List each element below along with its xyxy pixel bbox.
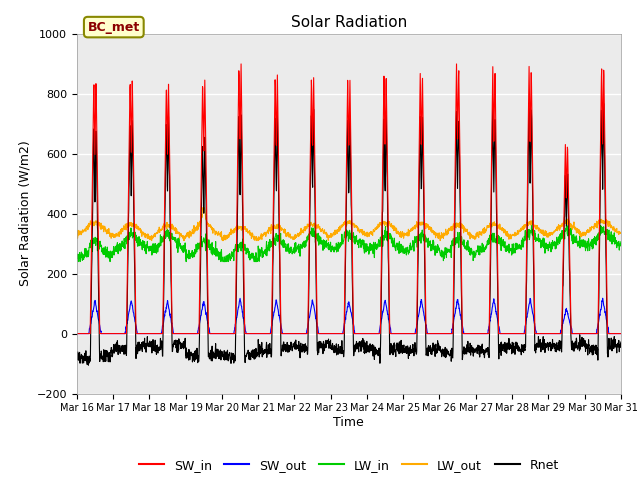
SW_in	[569, 331, 577, 336]
Line: LW_out: LW_out	[77, 207, 621, 240]
Line: SW_in: SW_in	[77, 64, 621, 334]
Line: Rnet: Rnet	[77, 103, 621, 365]
LW_in	[584, 243, 592, 249]
LW_out	[180, 238, 188, 243]
Rnet	[507, 342, 515, 348]
Rnet	[73, 349, 81, 355]
SW_in	[584, 331, 592, 336]
SW_in	[376, 326, 384, 332]
Rnet	[365, 346, 372, 351]
SW_in	[237, 61, 245, 67]
Rnet	[225, 351, 232, 357]
Line: SW_out: SW_out	[77, 298, 621, 334]
X-axis label: Time: Time	[333, 416, 364, 429]
LW_out	[199, 204, 207, 210]
SW_out	[617, 331, 625, 336]
Rnet	[617, 339, 625, 345]
LW_out	[570, 224, 577, 229]
SW_in	[225, 331, 232, 336]
LW_in	[570, 240, 577, 246]
LW_in	[225, 255, 232, 261]
Rnet	[376, 347, 384, 353]
LW_in	[365, 245, 372, 251]
Title: Solar Radiation: Solar Radiation	[291, 15, 407, 30]
Rnet	[84, 362, 92, 368]
SW_out	[569, 331, 577, 336]
SW_in	[617, 331, 625, 336]
LW_in	[376, 234, 384, 240]
LW_out	[508, 233, 515, 239]
SW_out	[365, 331, 372, 336]
Line: LW_in: LW_in	[77, 223, 621, 262]
LW_out	[365, 233, 372, 239]
SW_out	[376, 324, 384, 329]
LW_in	[74, 259, 82, 264]
LW_out	[73, 232, 81, 238]
Rnet	[570, 348, 577, 353]
SW_in	[507, 331, 515, 336]
LW_in	[617, 239, 625, 245]
SW_out	[584, 331, 591, 336]
SW_out	[599, 295, 607, 301]
Text: BC_met: BC_met	[88, 21, 140, 34]
Rnet	[525, 100, 533, 106]
Y-axis label: Solar Radiation (W/m2): Solar Radiation (W/m2)	[18, 141, 31, 287]
SW_in	[73, 331, 81, 336]
SW_out	[73, 331, 81, 336]
SW_out	[225, 331, 232, 336]
SW_in	[365, 331, 372, 336]
LW_in	[73, 251, 81, 257]
Rnet	[584, 345, 592, 350]
LW_out	[377, 221, 385, 227]
LW_out	[584, 229, 592, 235]
LW_out	[617, 230, 625, 236]
LW_in	[528, 220, 536, 226]
LW_in	[507, 248, 515, 253]
Legend: SW_in, SW_out, LW_in, LW_out, Rnet: SW_in, SW_out, LW_in, LW_out, Rnet	[134, 454, 564, 477]
SW_out	[507, 331, 515, 336]
LW_out	[225, 231, 233, 237]
